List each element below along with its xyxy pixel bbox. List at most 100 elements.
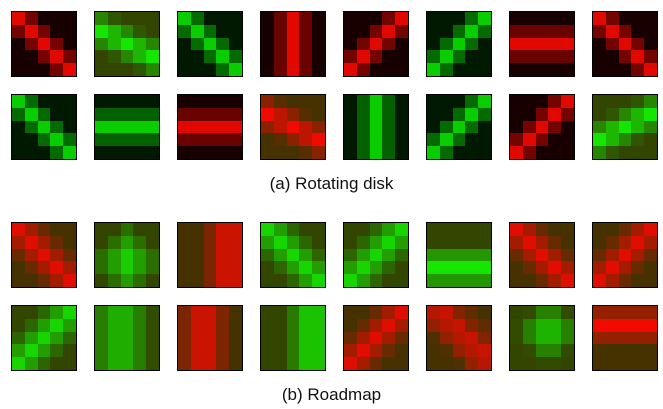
tile-cell	[452, 318, 466, 332]
tile-cell	[286, 357, 300, 370]
tile-cell	[605, 50, 619, 64]
tile-cell	[273, 146, 287, 159]
tile-cell	[561, 12, 574, 25]
tile-cell	[37, 63, 51, 76]
tile-cell	[356, 344, 370, 358]
tile-cell	[618, 133, 632, 147]
tile-cell	[439, 24, 453, 38]
tile-cell	[510, 331, 523, 345]
tile-cell	[593, 37, 606, 51]
tile-cell	[522, 274, 536, 287]
tile-cell	[631, 50, 645, 64]
tile-cell	[478, 318, 491, 332]
tile-cell	[593, 63, 606, 76]
tile-cell	[120, 133, 134, 147]
tile-cell	[50, 344, 64, 358]
tile-cell	[95, 50, 108, 64]
panel-b-row-1	[11, 222, 658, 288]
tile-cell	[261, 344, 274, 358]
tile-cell	[548, 63, 562, 76]
tile-cell	[107, 235, 121, 249]
tile-cell	[535, 318, 549, 332]
tile-cell	[133, 63, 147, 76]
tile-cell	[618, 12, 632, 25]
tile-cell	[356, 274, 370, 287]
tile-cell	[12, 248, 25, 262]
tile-cell	[229, 248, 242, 262]
tile-cell	[24, 357, 38, 370]
tile-cell	[439, 274, 453, 287]
tile-cell	[50, 120, 64, 134]
tile-cell	[312, 37, 325, 51]
tile-cell	[382, 235, 396, 249]
tile-cell	[312, 331, 325, 345]
tile-cell	[369, 274, 383, 287]
tile-cell	[452, 146, 466, 159]
tile-cell	[439, 95, 453, 108]
tile-cell	[24, 318, 38, 332]
tile-cell	[37, 248, 51, 262]
tile-cell	[229, 235, 242, 249]
tile-cell	[63, 63, 76, 76]
tile-cell	[24, 24, 38, 38]
tile-cell	[229, 24, 242, 38]
tile-cell	[133, 274, 147, 287]
tile-cell	[203, 357, 217, 370]
tile-cell	[465, 50, 479, 64]
tile-cell	[107, 107, 121, 121]
tile-cell	[190, 120, 204, 134]
tile-cell	[478, 63, 491, 76]
tile-cell	[95, 12, 108, 25]
tile-cell	[63, 24, 76, 38]
tile-cell	[452, 37, 466, 51]
tile-cell	[395, 12, 408, 25]
tile-cell	[146, 357, 159, 370]
tile-cell	[312, 318, 325, 332]
tile-cell	[561, 120, 574, 134]
tile-cell	[522, 12, 536, 25]
tile-cell	[605, 223, 619, 236]
tile-cell	[37, 331, 51, 345]
tile-cell	[618, 95, 632, 108]
tile-cell	[631, 248, 645, 262]
tile-cell	[50, 274, 64, 287]
tile-cell	[452, 261, 466, 275]
tile-cell	[369, 107, 383, 121]
tile-cell	[369, 248, 383, 262]
tile-cell	[631, 261, 645, 275]
tile-cell	[261, 235, 274, 249]
tile-cell	[465, 24, 479, 38]
tile-cell	[356, 146, 370, 159]
tile-cell	[261, 50, 274, 64]
tile-cell	[24, 235, 38, 249]
tile-cell	[344, 306, 357, 319]
tile-cell	[133, 107, 147, 121]
tile-cell	[120, 107, 134, 121]
tile-cell	[273, 331, 287, 345]
tile-cell	[133, 318, 147, 332]
tile-cell	[427, 235, 440, 249]
tile-cell	[593, 50, 606, 64]
tile-cell	[178, 261, 191, 275]
tile-cell	[427, 120, 440, 134]
tile-cell	[452, 24, 466, 38]
tile-cell	[356, 223, 370, 236]
tile-cell	[510, 344, 523, 358]
tile-cell	[190, 95, 204, 108]
tile-cell	[548, 261, 562, 275]
tile-a-1-6	[426, 11, 492, 77]
tile-cell	[12, 63, 25, 76]
tile-cell	[50, 133, 64, 147]
tile-cell	[216, 12, 230, 25]
tile-cell	[548, 357, 562, 370]
tile-cell	[605, 357, 619, 370]
tile-cell	[286, 146, 300, 159]
tile-cell	[510, 306, 523, 319]
tile-cell	[644, 223, 657, 236]
tile-cell	[133, 261, 147, 275]
tile-cell	[312, 107, 325, 121]
tile-cell	[510, 318, 523, 332]
tile-cell	[561, 107, 574, 121]
tile-cell	[107, 223, 121, 236]
tile-cell	[644, 274, 657, 287]
